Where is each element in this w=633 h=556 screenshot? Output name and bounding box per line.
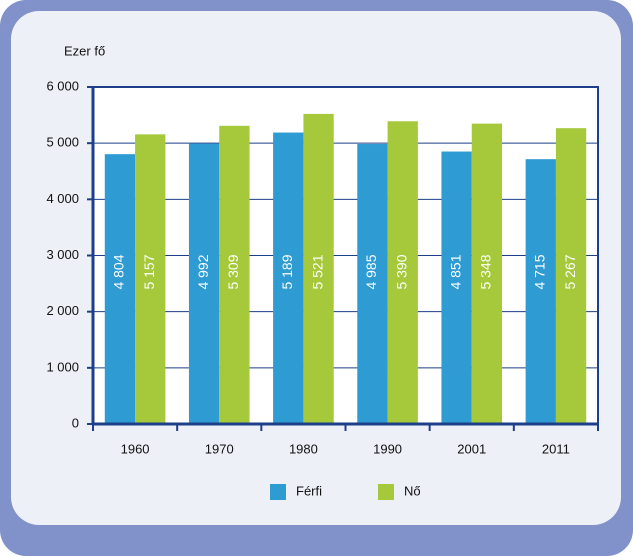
- y-tick-label: 1 000: [46, 359, 79, 374]
- bar: [357, 144, 388, 425]
- x-tick-label: 2011: [542, 441, 570, 456]
- legend-label: Férfi: [296, 483, 322, 498]
- legend-label: Nő: [404, 483, 421, 498]
- bar: [555, 128, 587, 424]
- y-tick-label: 4 000: [46, 191, 79, 206]
- bar: [441, 151, 472, 424]
- value-label: 4 992: [195, 254, 211, 289]
- bar: [273, 132, 304, 425]
- value-label: 4 851: [447, 254, 463, 289]
- value-label: 5 390: [393, 254, 409, 289]
- legend-swatch: [270, 484, 286, 500]
- x-tick-label: 1970: [205, 441, 234, 456]
- x-tick-label: 1960: [121, 441, 150, 456]
- value-label: 4 715: [531, 254, 547, 289]
- y-tick-label: 6 000: [46, 78, 79, 93]
- value-label: 5 309: [225, 254, 241, 289]
- y-tick-label: 3 000: [46, 247, 79, 262]
- bar: [525, 159, 556, 424]
- bar: [471, 123, 503, 424]
- bar: [303, 113, 334, 424]
- bar: [219, 125, 250, 425]
- y-axis-label: Ezer fő: [64, 43, 105, 58]
- x-tick-label: 1980: [289, 441, 318, 456]
- x-tick-label: 2001: [457, 441, 486, 456]
- bar: [188, 143, 220, 424]
- bar: [387, 121, 418, 425]
- bar: [104, 154, 136, 424]
- x-tick-label: 1990: [373, 441, 402, 456]
- y-tick-label: 0: [72, 415, 79, 430]
- value-label: 5 267: [562, 254, 578, 289]
- value-label: 5 521: [309, 254, 325, 289]
- value-label: 4 985: [363, 254, 379, 289]
- y-tick-label: 2 000: [46, 303, 79, 318]
- legend-swatch: [378, 484, 394, 500]
- value-label: 5 189: [279, 254, 295, 289]
- value-label: 4 804: [111, 254, 127, 289]
- bar: [135, 134, 166, 424]
- y-tick-label: 5 000: [46, 135, 79, 150]
- value-label: 5 348: [478, 254, 494, 289]
- value-label: 5 157: [141, 254, 157, 289]
